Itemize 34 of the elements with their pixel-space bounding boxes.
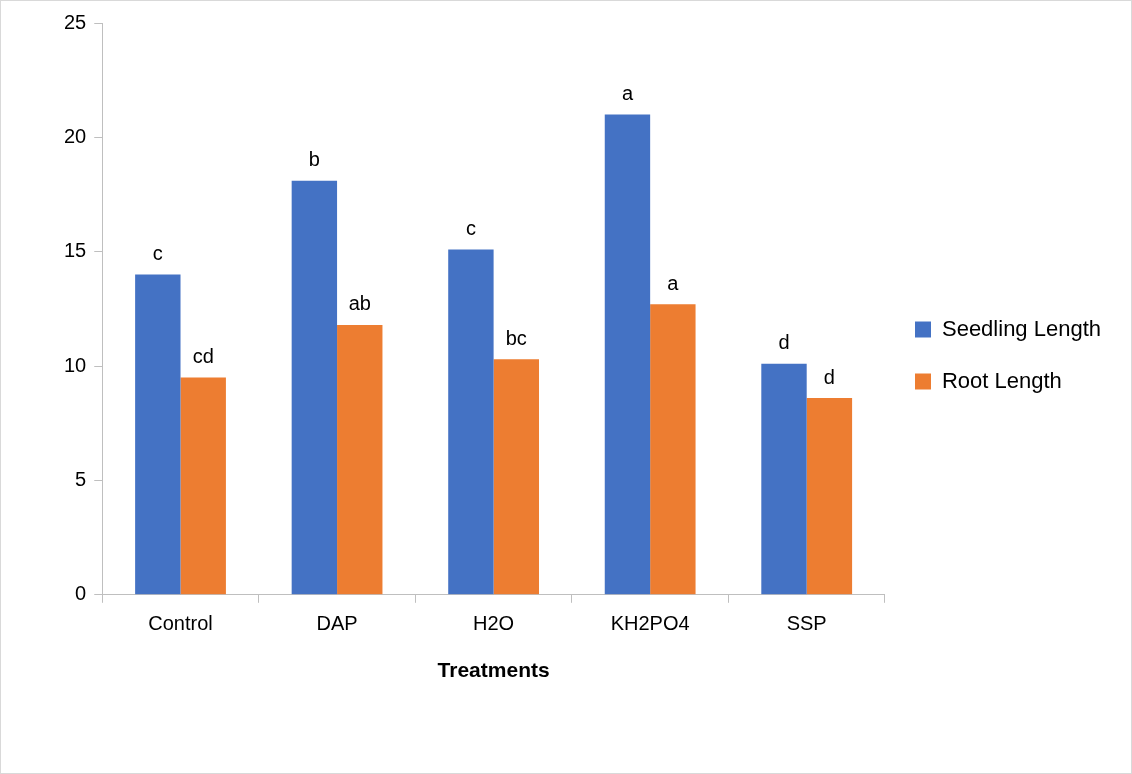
bar — [337, 324, 383, 595]
x-tick-label: KH2PO4 — [610, 612, 690, 635]
bar — [761, 363, 807, 595]
y-tick-label: 5 — [75, 467, 87, 490]
x-axis-title: Treatments — [437, 658, 550, 682]
bar — [448, 249, 494, 595]
bar — [135, 274, 181, 595]
data-label: a — [621, 82, 634, 104]
data-label: d — [778, 331, 790, 354]
x-tick-label: DAP — [316, 612, 358, 635]
x-tick-label: H2O — [473, 612, 515, 635]
data-label: c — [152, 242, 163, 265]
y-tick-label: 20 — [64, 124, 87, 147]
data-label: a — [667, 271, 680, 294]
data-label: bc — [505, 326, 527, 349]
x-tick-label: Control — [148, 612, 213, 635]
data-label: b — [308, 148, 320, 171]
data-label: d — [823, 365, 835, 388]
bar — [650, 304, 696, 595]
legend-label: Root Length — [941, 367, 1062, 393]
y-tick-label: 0 — [75, 582, 87, 605]
bar — [180, 377, 226, 595]
bar — [291, 180, 338, 595]
data-label: c — [465, 216, 476, 239]
data-label: ab — [348, 292, 371, 315]
legend-label: Seedling Length — [941, 315, 1101, 341]
y-tick-label: 25 — [64, 10, 87, 33]
y-tick-label: 15 — [64, 239, 87, 262]
bar — [806, 398, 853, 595]
data-label: cd — [192, 345, 214, 368]
y-tick-label: 10 — [64, 353, 87, 376]
x-tick-label: SSP — [786, 612, 827, 635]
bar — [493, 359, 540, 595]
bar — [604, 114, 651, 595]
